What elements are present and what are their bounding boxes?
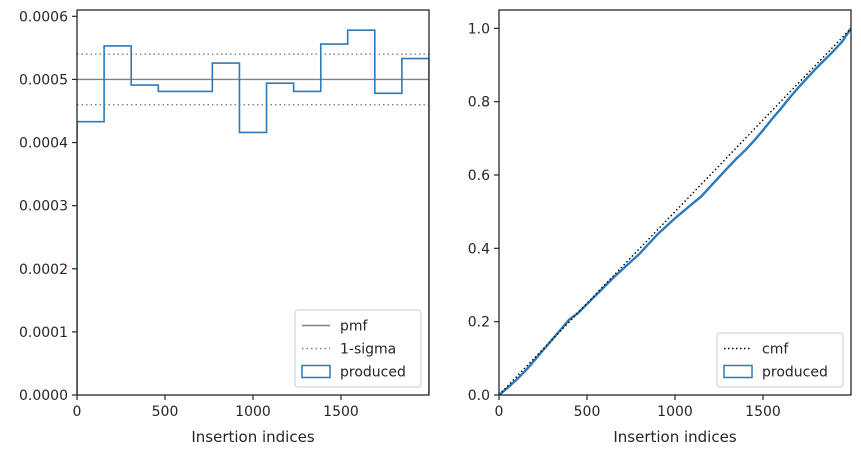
legend: pmf 1-sigma produced [294, 309, 422, 388]
y-tick-label: 0.0002 [19, 262, 68, 278]
legend: cmf produced [716, 332, 844, 388]
histogram-bin [267, 83, 294, 395]
cmf-panel: 0 500 1000 1500 0.0 0.2 0.4 0.6 0.8 1.0 Insertion … [468, 9, 852, 446]
x-tick-label: 500 [574, 404, 601, 420]
histogram-bin [239, 132, 266, 395]
y-tick-label: 0.6 [468, 168, 490, 184]
x-tick-label: 0 [495, 404, 504, 420]
y-tick-label: 0.2 [468, 315, 490, 331]
x-axis-title: Insertion indices [191, 428, 314, 446]
x-axis-title: Insertion indices [613, 428, 736, 446]
legend-label-sigma: 1-sigma [340, 342, 396, 358]
y-tick-label: 0.0006 [19, 9, 68, 25]
axes-frame [76, 9, 430, 396]
y-tick-label: 0.8 [468, 95, 490, 111]
legend-frame [294, 309, 422, 388]
histogram-bin [77, 122, 104, 395]
y-tick-label: 0.0003 [19, 199, 68, 215]
legend-handle-produced [723, 364, 753, 379]
y-tick-label: 0.0001 [19, 325, 68, 341]
y-tick-label: 0.0004 [19, 136, 68, 152]
y-tick-label: 0.0 [468, 388, 490, 404]
x-tick-label: 500 [152, 404, 179, 420]
x-tick-label: 1000 [235, 404, 271, 420]
x-tick-label: 1500 [745, 404, 781, 420]
x-tick-label: 1500 [323, 404, 359, 420]
axes-frame [498, 9, 852, 396]
x-tick-label: 0 [73, 404, 82, 420]
pmf-panel: 0 500 1000 1500 0.0000 0.0001 0.0002 0.0003 0.00… [19, 9, 430, 446]
histogram-bin [104, 46, 131, 395]
y-tick-label: 0.0000 [19, 388, 68, 404]
legend-frame [716, 332, 844, 388]
legend-label-produced: produced [340, 365, 406, 381]
x-tick-label: 1000 [657, 404, 693, 420]
legend-label-produced: produced [762, 365, 828, 381]
plot-area [499, 27, 851, 395]
y-tick-label: 1.0 [468, 21, 490, 37]
produced-histogram [77, 29, 429, 395]
histogram-bin [212, 63, 239, 395]
cmf-line [499, 27, 851, 395]
histogram-bin [158, 91, 185, 395]
legend-label-pmf: pmf [340, 319, 369, 335]
legend-label-cmf: cmf [762, 342, 789, 358]
plot-area [77, 29, 429, 395]
legend-handle-produced [301, 364, 331, 379]
y-tick-label: 0.4 [468, 241, 490, 257]
histogram-bin [131, 85, 158, 395]
y-tick-label: 0.0005 [19, 72, 68, 88]
histogram-bin [185, 91, 212, 395]
